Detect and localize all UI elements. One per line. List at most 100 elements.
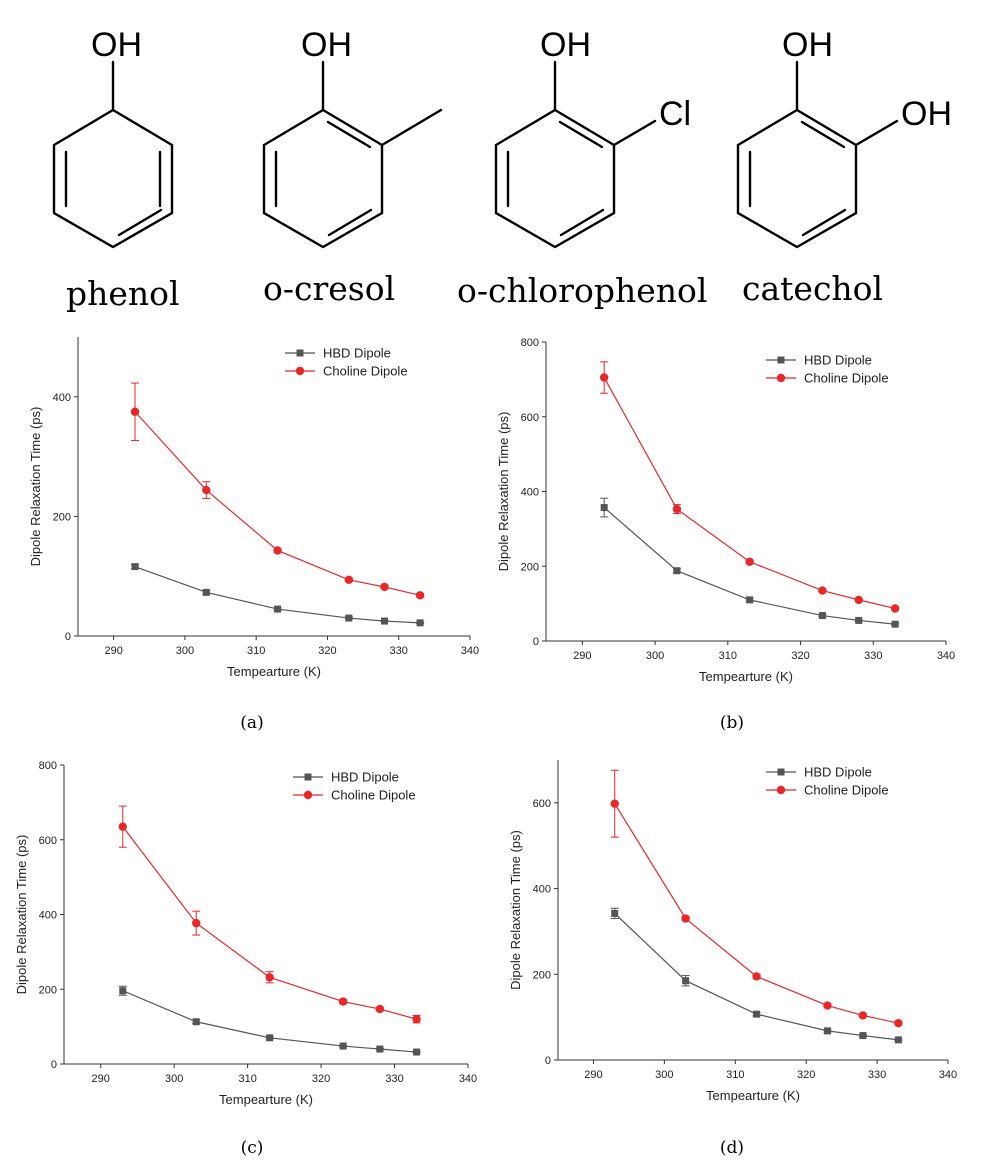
x-axis-title: Tempearture (K)	[699, 669, 793, 684]
o-chlorophenol-cl-label: Cl	[659, 95, 691, 133]
catechol-oh-label-2: OH	[901, 95, 952, 133]
data-point-circle	[118, 822, 127, 831]
data-point-circle	[890, 604, 900, 613]
legend-marker-square	[296, 349, 304, 357]
o-cresol-name: o-cresol	[263, 269, 395, 308]
legend-label: HBD Dipole	[804, 765, 872, 780]
data-point-square	[611, 909, 619, 917]
series-hbd-dipole	[131, 563, 425, 627]
data-point-circle	[599, 373, 609, 382]
data-point-circle	[854, 595, 863, 605]
panel-label: (d)	[720, 1138, 744, 1158]
y-axis-title: Dipole Relaxation Time (ps)	[28, 407, 43, 567]
data-point-circle	[894, 1018, 903, 1028]
series-choline-dipole	[118, 805, 421, 1024]
series-choline-dipole	[130, 382, 425, 600]
legend: HBD Dipole Choline Dipole	[285, 346, 408, 379]
data-point-square	[339, 1042, 347, 1050]
phenol-name: phenol	[66, 274, 180, 313]
data-point-square	[376, 1045, 384, 1053]
legend: HBD Dipole Choline Dipole	[766, 353, 889, 386]
series-line	[134, 566, 421, 624]
x-tick-label: 290	[584, 1069, 602, 1081]
series-line	[614, 803, 899, 1024]
y-tick-label: 400	[533, 884, 551, 896]
series-hbd-dipole	[610, 907, 903, 1044]
chart-panel-a: 290 300 310 320 330 340 0 200 400 Tempearture (K)…	[28, 337, 479, 733]
x-tick-label: 340	[459, 1073, 477, 1085]
x-tick-label: 330	[385, 1073, 403, 1085]
o-chlorophenol-oh-label: OH	[540, 26, 591, 64]
catechol-oh-label-1: OH	[782, 26, 833, 64]
data-point-square	[600, 504, 608, 512]
x-tick-label: 340	[939, 1069, 957, 1081]
y-tick-label: 200	[521, 561, 539, 573]
x-tick-label: 310	[719, 650, 737, 662]
data-point-square	[119, 987, 127, 995]
data-point-circle	[818, 586, 827, 595]
panel-label: (a)	[240, 713, 263, 733]
x-tick-label: 300	[646, 650, 664, 662]
x-tick-label: 300	[655, 1069, 673, 1081]
y-tick-label: 600	[533, 798, 551, 810]
molecule-structures: OH phenol OH o-cresol OH Cl o-chlorophen…	[52, 26, 952, 313]
legend-marker-circle	[295, 366, 305, 376]
series-line	[122, 826, 417, 1020]
x-axis-title: Tempearture (K)	[706, 1088, 800, 1103]
series-line	[614, 912, 899, 1041]
data-point-square	[894, 1036, 902, 1044]
legend: HBD Dipole Choline Dipole	[293, 770, 416, 803]
o-chlorophenol-name: o-chlorophenol	[457, 271, 707, 310]
y-tick-label: 0	[65, 631, 71, 643]
data-point-circle	[610, 799, 619, 808]
x-tick-label: 320	[318, 645, 336, 657]
y-tick-label: 0	[51, 1059, 57, 1071]
data-point-square	[413, 1048, 421, 1056]
series-choline-dipole	[599, 361, 900, 613]
legend-label: HBD Dipole	[804, 353, 872, 368]
data-point-square	[416, 619, 424, 627]
x-tick-label: 310	[247, 645, 265, 657]
y-tick-label: 0	[533, 636, 539, 648]
data-point-square	[823, 1027, 831, 1035]
series-line	[122, 990, 417, 1053]
x-tick-label: 290	[104, 645, 122, 657]
y-tick-label: 200	[533, 969, 551, 981]
x-tick-label: 290	[92, 1073, 110, 1085]
x-tick-label: 310	[726, 1069, 744, 1081]
x-tick-label: 290	[573, 650, 591, 662]
y-tick-label: 600	[521, 412, 539, 424]
data-point-square	[345, 614, 353, 622]
x-tick-label: 340	[937, 650, 955, 662]
data-point-circle	[338, 997, 348, 1006]
panel-label: (c)	[241, 1138, 264, 1158]
legend-label: Choline Dipole	[323, 364, 408, 379]
legend-label: Choline Dipole	[804, 783, 889, 798]
data-point-circle	[202, 485, 211, 495]
x-tick-label: 320	[312, 1073, 330, 1085]
legend: HBD Dipole Choline Dipole	[766, 765, 889, 798]
series-hbd-dipole	[600, 497, 900, 628]
legend-label: HBD Dipole	[323, 346, 391, 361]
phenol-structure: OH phenol	[52, 26, 180, 313]
data-point-circle	[192, 918, 201, 928]
legend-label: Choline Dipole	[804, 371, 889, 386]
catechol-name: catechol	[742, 269, 883, 308]
x-tick-label: 330	[864, 650, 882, 662]
data-point-circle	[672, 504, 682, 514]
x-tick-label: 320	[791, 650, 809, 662]
data-point-square	[855, 616, 863, 624]
o-cresol-oh-label: OH	[301, 26, 352, 64]
data-point-square	[274, 605, 282, 613]
series-choline-dipole	[610, 769, 903, 1028]
x-tick-label: 340	[461, 645, 479, 657]
y-tick-label: 800	[39, 760, 57, 772]
data-point-circle	[415, 591, 425, 600]
y-tick-label: 200	[39, 984, 57, 996]
y-axis-title: Dipole Relaxation Time (ps)	[496, 412, 511, 572]
data-point-circle	[130, 407, 140, 416]
data-point-square	[202, 588, 210, 596]
x-tick-label: 320	[797, 1069, 815, 1081]
series-hbd-dipole	[118, 985, 421, 1056]
